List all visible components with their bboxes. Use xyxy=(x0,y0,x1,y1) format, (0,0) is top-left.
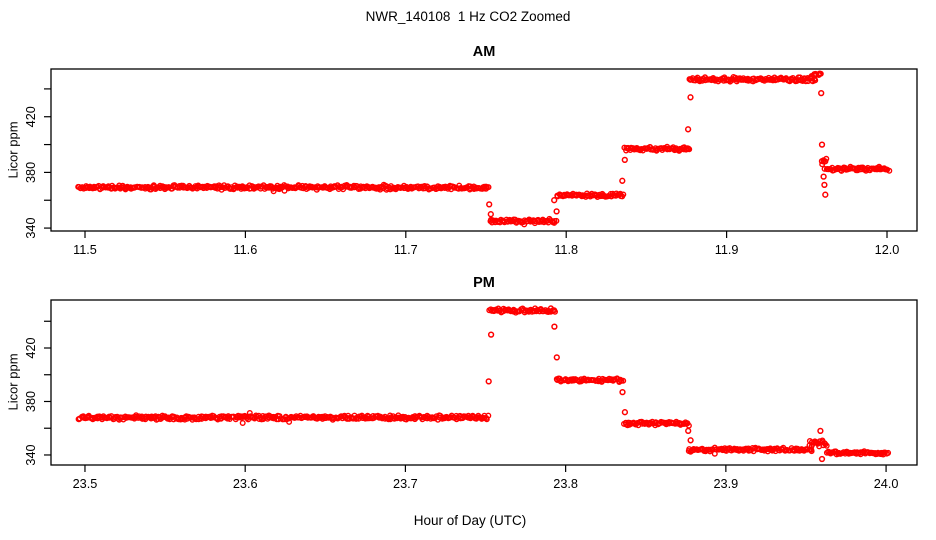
y-tick-label: 380 xyxy=(24,162,38,183)
x-tick-label: 23.8 xyxy=(553,477,578,491)
outlier-point xyxy=(684,126,692,133)
chart-title: NWR_140108 1 Hz CO2 Zoomed xyxy=(365,9,571,24)
x-tick-label: 11.5 xyxy=(73,243,97,257)
x-tick-label: 24.0 xyxy=(874,477,899,491)
outlier-point xyxy=(619,177,626,184)
outlier-point xyxy=(553,354,560,361)
x-tick-label: 11.7 xyxy=(394,243,418,257)
data-point xyxy=(677,421,684,428)
y-tick-label: 420 xyxy=(24,337,38,358)
data-point xyxy=(823,442,830,449)
outlier-point xyxy=(486,201,493,208)
outlier-point xyxy=(818,455,826,463)
outlier-point xyxy=(817,427,824,435)
outlier-point xyxy=(687,94,694,101)
data-point xyxy=(886,167,893,174)
outlier-point xyxy=(821,181,828,189)
outlier-point xyxy=(487,331,495,338)
data-point xyxy=(485,412,492,419)
outlier-point xyxy=(485,378,492,385)
data-point xyxy=(270,188,277,195)
outlier-point xyxy=(487,211,494,218)
data-point xyxy=(821,165,828,172)
data-point xyxy=(239,420,246,427)
y-tick-label: 380 xyxy=(24,391,38,412)
outlier-point xyxy=(619,388,626,396)
outlier-point xyxy=(553,208,560,215)
pm-panel-title: PM xyxy=(473,275,495,291)
data-point xyxy=(823,155,830,162)
outlier-point xyxy=(685,427,692,435)
data-point xyxy=(812,77,819,84)
x-tick-label: 11.8 xyxy=(554,243,578,257)
data-point xyxy=(286,418,293,425)
y-tick-label: 420 xyxy=(24,106,38,127)
data-point xyxy=(350,415,357,422)
x-tick-label: 11.6 xyxy=(234,243,258,257)
am-panel-title: AM xyxy=(472,44,496,60)
outlier-point xyxy=(551,323,558,330)
data-point xyxy=(620,377,627,384)
pm-plot-box xyxy=(50,299,918,466)
outlier-point xyxy=(822,191,829,198)
x-tick-label: 12.0 xyxy=(875,243,900,257)
x-axis-label: Hour of Day (UTC) xyxy=(413,513,527,528)
y-tick-label: 340 xyxy=(24,217,38,238)
data-point xyxy=(885,449,892,456)
data-point xyxy=(817,70,824,77)
data-point xyxy=(686,146,693,153)
x-tick-label: 23.7 xyxy=(393,477,418,491)
outlier-point xyxy=(687,437,694,444)
data-point xyxy=(553,217,560,224)
outlier-point xyxy=(621,156,628,164)
x-tick-label: 23.6 xyxy=(233,477,258,491)
am-plot-box xyxy=(50,68,918,232)
outlier-point xyxy=(551,197,558,204)
y-tick-label: 340 xyxy=(24,444,38,465)
data-point xyxy=(620,191,627,198)
x-tick-label: 23.5 xyxy=(73,477,98,491)
outlier-point xyxy=(621,409,629,416)
outlier-point xyxy=(818,89,825,97)
data-point xyxy=(552,308,559,315)
data-point xyxy=(485,184,492,191)
data-point xyxy=(816,438,823,445)
outlier-point xyxy=(818,141,826,148)
x-tick-label: 23.9 xyxy=(714,477,739,491)
outlier-point xyxy=(820,173,827,180)
data-point xyxy=(246,410,253,417)
x-tick-label: 11.9 xyxy=(715,243,739,257)
